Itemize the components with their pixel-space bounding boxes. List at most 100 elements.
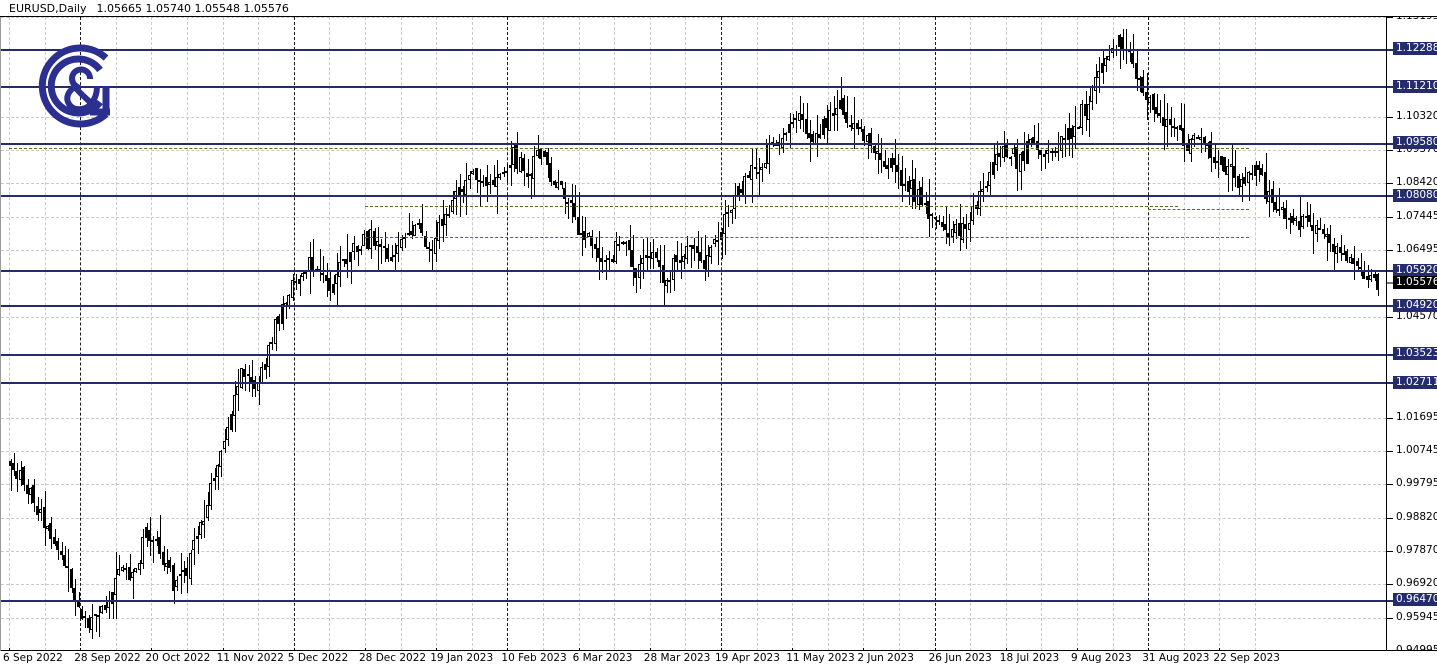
price-scale[interactable]: 1.131951.103201.093701.084201.074451.064… [1387, 11, 1437, 656]
zone-line[interactable] [365, 206, 1179, 208]
price-level-stub [1387, 270, 1394, 273]
candle-body [389, 257, 393, 262]
candle-body [151, 539, 155, 542]
candle-body [542, 151, 546, 157]
candle-body [978, 190, 981, 210]
candle-wick [493, 164, 495, 188]
price-level-line[interactable] [1, 86, 1386, 89]
candle-body [763, 163, 767, 168]
candle-body [45, 525, 49, 529]
price-level-badge[interactable]: 1.02711 [1393, 375, 1437, 389]
zone-line[interactable] [365, 236, 1250, 238]
price-level-stub [1387, 305, 1394, 308]
grid-line-vertical-minor [258, 17, 260, 651]
candle-wick [507, 163, 509, 184]
candle-body [409, 231, 413, 236]
candle-body [1236, 175, 1240, 188]
candle-body [18, 469, 22, 480]
price-tick [1387, 617, 1393, 619]
candle-body [426, 246, 430, 249]
time-scale[interactable]: 6 Sep 2022 28 Sep 2022 20 Oct 2022 11 Nov 2… [0, 648, 1437, 669]
price-level-line[interactable] [1, 270, 1386, 273]
price-level-badge[interactable]: 1.05920 [1393, 263, 1437, 277]
candle-body [501, 172, 505, 175]
candle-body [1086, 103, 1090, 120]
candle-wick [1133, 33, 1135, 69]
price-level-line[interactable] [1, 382, 1386, 385]
candle-body [379, 244, 383, 247]
candle-wick [422, 204, 424, 236]
candle-wick [762, 162, 764, 182]
price-level-badge[interactable]: 1.08080 [1393, 188, 1437, 202]
candle-wick [258, 375, 260, 406]
zone-line[interactable] [9, 147, 1250, 149]
price-tick-label: 1.10320 [1396, 110, 1437, 123]
candle-body [753, 166, 757, 169]
candle-wick [316, 266, 318, 271]
candle-wick [993, 143, 995, 179]
candle-body [460, 189, 464, 192]
candle-wick [1126, 29, 1128, 65]
price-level-line[interactable] [1, 48, 1386, 51]
candle-body [1226, 166, 1230, 175]
candle-body [801, 113, 804, 121]
grid-line-horizontal [1, 450, 1386, 452]
candle-body [569, 199, 573, 204]
price-level-line[interactable] [1, 195, 1386, 198]
candle-body [967, 222, 971, 231]
candle-wick [347, 234, 349, 278]
candle-wick [949, 214, 951, 246]
candle-body [971, 206, 975, 221]
candle-body [1352, 258, 1356, 265]
price-plot-area[interactable] [1, 17, 1386, 651]
candle-body [1022, 150, 1026, 162]
price-level-badge[interactable]: 1.09580 [1393, 136, 1437, 150]
candle-body [107, 600, 110, 609]
candle-wick [884, 150, 886, 170]
candle-wick [854, 97, 856, 149]
price-level-badge[interactable]: 1.11210 [1393, 79, 1437, 93]
candle-wick [758, 158, 760, 196]
candle-body [301, 273, 304, 277]
candle-wick [462, 186, 464, 204]
candle-body [365, 230, 369, 249]
candle-wick [796, 111, 798, 134]
candle-body [1209, 141, 1213, 159]
zone-line[interactable] [1148, 209, 1250, 211]
candle-wick [405, 232, 407, 248]
candle-wick [1180, 102, 1182, 131]
date-tick-label: 31 Aug 2023 [1142, 652, 1210, 664]
candle-wick [728, 205, 730, 228]
price-level-line[interactable] [1, 305, 1386, 308]
price-level-line[interactable] [1, 353, 1386, 356]
candle-body [130, 572, 134, 578]
grid-line-vertical-minor [400, 17, 402, 651]
candle-body [699, 251, 702, 262]
price-tick-label: 0.98820 [1396, 510, 1437, 523]
candle-body [1277, 209, 1281, 212]
current-price-badge[interactable]: 1.05576 [1393, 275, 1437, 289]
candle-body [903, 184, 907, 187]
price-level-line[interactable] [1, 599, 1386, 602]
candle-body [1154, 107, 1158, 115]
candle-body [1348, 257, 1352, 264]
candle-body [1246, 172, 1250, 183]
candle-wick [245, 363, 247, 391]
candle-body [995, 154, 998, 165]
price-level-badge[interactable]: 1.12288 [1393, 42, 1437, 56]
price-level-badge[interactable]: 1.03523 [1393, 347, 1437, 361]
candle-body [1216, 161, 1219, 164]
price-level-badge[interactable]: 0.96470 [1393, 593, 1437, 607]
price-level-line[interactable] [1, 142, 1386, 145]
candle-body [341, 259, 345, 262]
candle-body [634, 268, 638, 279]
price-level-badge[interactable]: 1.04920 [1393, 298, 1437, 312]
candle-body [1331, 244, 1335, 252]
candle-body [236, 385, 240, 396]
candle-wick [670, 271, 672, 293]
price-tick [1387, 483, 1393, 485]
candle-body [876, 151, 879, 154]
candle-wick [1214, 145, 1216, 169]
candle-body [1005, 144, 1009, 158]
candle-wick [860, 119, 862, 133]
